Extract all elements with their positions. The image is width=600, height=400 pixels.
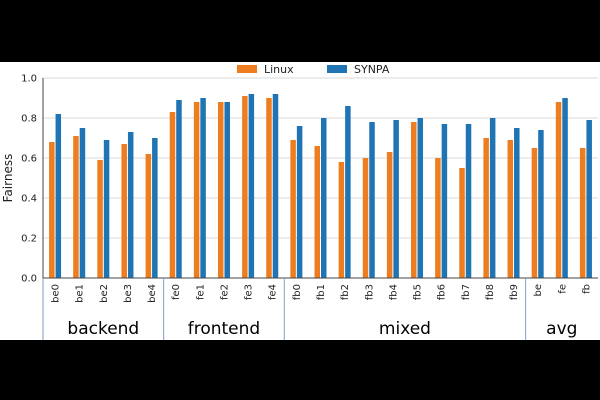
bar-linux-fe3 xyxy=(242,96,248,278)
bar-linux-fb9 xyxy=(507,140,514,278)
y-tick-label: 0.6 xyxy=(21,154,37,165)
legend-swatch-linux xyxy=(237,65,257,73)
x-tick-label: fb7 xyxy=(461,284,472,300)
bar-linux-be xyxy=(531,148,538,278)
legend-label-linux: Linux xyxy=(264,63,294,76)
bar-linux-be0 xyxy=(49,142,55,278)
bar-synpa-fe xyxy=(562,98,568,278)
x-tick-label: be1 xyxy=(75,284,86,303)
x-tick-label: fe3 xyxy=(244,284,255,300)
bar-synpa-be1 xyxy=(79,128,86,278)
y-tick-label: 0.8 xyxy=(21,114,37,125)
bar-linux-fb3 xyxy=(362,158,369,278)
x-tick-label: fe xyxy=(557,284,568,294)
bar-linux-be2 xyxy=(97,160,103,278)
bars-layer xyxy=(49,94,592,278)
x-tick-label: be3 xyxy=(123,284,134,303)
bar-linux-be3 xyxy=(121,144,127,278)
bar-linux-fb1 xyxy=(314,146,320,278)
bar-synpa-fe4 xyxy=(272,94,279,278)
bar-synpa-fe2 xyxy=(224,102,230,278)
x-tick-label: fe2 xyxy=(219,284,230,300)
bar-linux-fe4 xyxy=(266,98,272,278)
bar-synpa-be xyxy=(538,130,544,278)
bar-linux-fb7 xyxy=(459,168,465,278)
bar-linux-fe0 xyxy=(169,112,176,278)
x-tick-label: fb4 xyxy=(388,284,399,300)
legend-label-synpa: SYNPA xyxy=(354,63,390,76)
bar-synpa-fb xyxy=(586,120,592,278)
x-tick-label: fb0 xyxy=(292,284,303,300)
bar-linux-fe2 xyxy=(217,102,224,278)
bar-synpa-be0 xyxy=(55,114,62,278)
x-tick-label: fb6 xyxy=(437,284,448,300)
group-label-frontend: frontend xyxy=(188,319,260,339)
bar-synpa-fb6 xyxy=(441,124,448,278)
bar-synpa-be2 xyxy=(103,140,110,278)
fairness-bar-chart: 0.0 0.2 0.4 0.6 0.8 1.0 be0 be1 be2 be3 be4 fe0 fe1 f… xyxy=(1,63,598,340)
x-tick-label: fb2 xyxy=(340,284,351,300)
x-tick-label: fb9 xyxy=(509,284,520,300)
x-tick-label: fb8 xyxy=(485,284,496,300)
y-axis-label: Fairness xyxy=(1,154,15,203)
bar-linux-fe1 xyxy=(193,102,200,278)
group-label-backend: backend xyxy=(67,319,139,339)
bar-synpa-fb0 xyxy=(296,126,303,278)
x-tick-label: fb1 xyxy=(316,284,327,300)
x-tick-label: fb5 xyxy=(413,284,424,300)
bar-linux-fb xyxy=(579,148,586,278)
x-tick-label: be2 xyxy=(99,284,110,303)
bar-synpa-fb8 xyxy=(489,118,496,278)
bar-linux-be1 xyxy=(73,136,79,278)
bar-synpa-fb2 xyxy=(345,106,351,278)
x-tick-label: fb3 xyxy=(364,284,375,300)
bar-synpa-fb4 xyxy=(393,120,399,278)
x-tick-label: fe4 xyxy=(268,284,279,300)
bar-synpa-fe1 xyxy=(200,98,206,278)
y-tick-label: 0.2 xyxy=(21,234,37,245)
legend: Linux SYNPA xyxy=(237,63,390,76)
bar-synpa-fb7 xyxy=(465,124,472,278)
bar-linux-fb4 xyxy=(386,152,393,278)
y-tick-label: 0.0 xyxy=(21,274,37,285)
legend-swatch-synpa xyxy=(327,65,347,73)
bar-synpa-fe0 xyxy=(176,100,182,278)
bar-linux-fb0 xyxy=(290,140,296,278)
bar-synpa-be3 xyxy=(127,132,134,278)
x-tick-label: fe0 xyxy=(171,284,182,300)
bar-synpa-fb9 xyxy=(514,128,520,278)
axes-layer xyxy=(42,78,598,340)
bar-synpa-fb5 xyxy=(417,118,424,278)
group-label-avg: avg xyxy=(546,319,577,339)
x-tick-label: fb xyxy=(581,284,592,294)
labels-layer: 0.0 0.2 0.4 0.6 0.8 1.0 be0 be1 be2 be3 be4 fe0 fe1 f… xyxy=(21,74,592,340)
bar-linux-fb5 xyxy=(411,122,417,278)
group-label-mixed: mixed xyxy=(379,319,431,339)
bar-linux-fb6 xyxy=(435,158,441,278)
bar-synpa-fb3 xyxy=(369,122,375,278)
y-tick-label: 1.0 xyxy=(21,74,37,85)
bar-synpa-fe3 xyxy=(248,94,255,278)
bar-synpa-be4 xyxy=(152,138,158,278)
x-tick-label: be4 xyxy=(147,284,158,303)
chart-area: 0.0 0.2 0.4 0.6 0.8 1.0 be0 be1 be2 be3 be4 fe0 fe1 f… xyxy=(0,62,600,340)
bar-linux-be4 xyxy=(145,154,152,278)
bar-linux-fb2 xyxy=(338,162,345,278)
y-tick-label: 0.4 xyxy=(21,194,37,205)
bar-synpa-fb1 xyxy=(321,118,327,278)
x-tick-label: fe1 xyxy=(195,284,206,300)
x-tick-label: be0 xyxy=(51,284,62,303)
bar-linux-fb8 xyxy=(483,138,489,278)
x-tick-label: be xyxy=(533,284,544,297)
bar-linux-fe xyxy=(555,102,562,278)
